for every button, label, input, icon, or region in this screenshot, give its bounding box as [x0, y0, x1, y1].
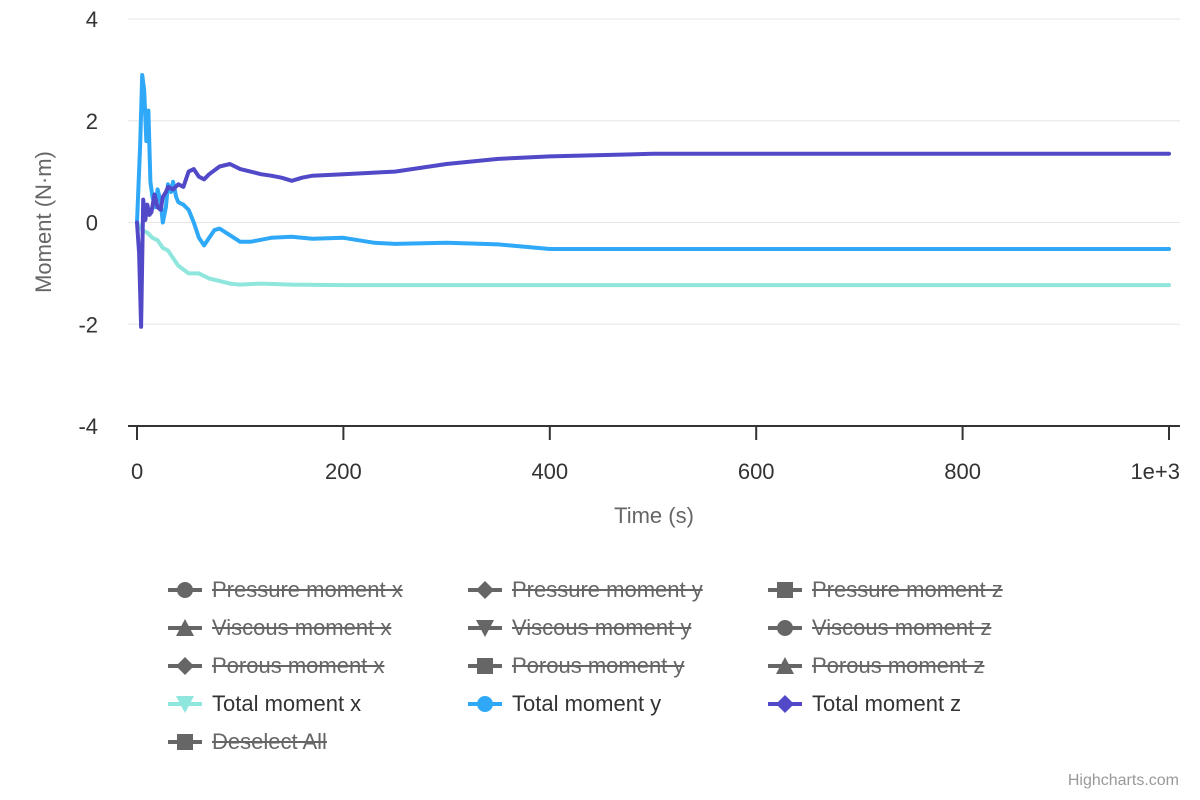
square-marker-icon: [768, 582, 802, 598]
legend-item[interactable]: Pressure moment y: [468, 572, 703, 608]
credits-link[interactable]: Highcharts.com: [1067, 772, 1179, 789]
legend-symbol-icon: [468, 656, 502, 676]
line-chart: 4 2 0 -2 -4 0 200 400 600 800 1e+3 Time (s) Momen…: [31, 7, 1180, 528]
legend-label: Porous moment x: [212, 653, 385, 678]
legend-label: Viscous moment x: [212, 615, 392, 640]
legend-label: Viscous moment z: [812, 615, 992, 640]
y-tick-label: 4: [86, 7, 98, 32]
diamond-marker-icon: [468, 581, 502, 599]
legend-symbol-icon: [468, 694, 502, 714]
legend-symbol-icon: [768, 580, 802, 600]
legend-item[interactable]: Viscous moment x: [168, 610, 391, 646]
triangle-down-marker-icon: [468, 620, 502, 637]
series-line[interactable]: [135, 151, 1171, 329]
legend-item[interactable]: Porous moment y: [468, 648, 684, 684]
legend-item[interactable]: Porous moment z: [768, 648, 984, 684]
diamond-marker-icon: [168, 657, 202, 675]
legend-symbol-icon: [468, 580, 502, 600]
circle-marker-icon: [468, 696, 502, 712]
circle-marker-icon: [768, 620, 802, 636]
legend-symbol-icon: [768, 694, 802, 714]
x-axis-title: Time (s): [614, 503, 694, 528]
y-tick-label: -4: [78, 414, 98, 439]
x-tick-label: 1e+3: [1130, 459, 1180, 484]
legend-symbol-icon: [768, 618, 802, 638]
triangle-down-marker-icon: [168, 696, 202, 713]
legend-label: Deselect All: [212, 729, 327, 754]
legend-symbol-icon: [168, 580, 202, 600]
series-line[interactable]: [135, 220, 1171, 288]
x-tick-label: 200: [325, 459, 362, 484]
legend-item[interactable]: Deselect All: [168, 724, 327, 760]
gridlines: [128, 18, 1180, 325]
x-tick-label: 0: [131, 459, 143, 484]
legend-symbol-icon: [168, 618, 202, 638]
legend-item[interactable]: Total moment y: [468, 686, 661, 722]
x-tick-label: 600: [738, 459, 775, 484]
legend-item[interactable]: Total moment x: [168, 686, 361, 722]
legend-symbol-icon: [768, 656, 802, 676]
x-tick-label: 400: [531, 459, 568, 484]
legend-label: Total moment z: [812, 691, 962, 716]
y-tick-label: 0: [86, 211, 98, 236]
legend-item[interactable]: Total moment z: [768, 686, 961, 722]
legend-label: Porous moment y: [512, 653, 685, 678]
legend-symbol-icon: [168, 656, 202, 676]
legend-item[interactable]: Pressure moment x: [168, 572, 403, 608]
legend-item[interactable]: Porous moment x: [168, 648, 384, 684]
legend-item[interactable]: Pressure moment z: [768, 572, 1003, 608]
legend-symbol-icon: [168, 732, 202, 752]
legend-label: Total moment x: [212, 691, 362, 716]
y-tick-label: 2: [86, 109, 98, 134]
circle-marker-icon: [168, 582, 202, 598]
y-axis-title: Moment (N·m): [31, 151, 56, 293]
y-tick-label: -2: [78, 312, 98, 337]
legend-item[interactable]: Viscous moment z: [768, 610, 991, 646]
triangle-marker-icon: [168, 619, 202, 636]
legend-label: Porous moment z: [812, 653, 985, 678]
x-tick-label: 800: [944, 459, 981, 484]
legend-label: Viscous moment y: [512, 615, 692, 640]
legend-label: Total moment y: [512, 691, 662, 716]
series-lines: [135, 73, 1171, 329]
x-axis: 0 200 400 600 800 1e+3: [128, 425, 1180, 484]
legend-label: Pressure moment y: [512, 577, 703, 602]
triangle-marker-icon: [768, 657, 802, 674]
legend-symbol-icon: [468, 618, 502, 638]
y-axis-ticks: 4 2 0 -2 -4: [78, 7, 98, 439]
legend-label: Pressure moment x: [212, 577, 403, 602]
diamond-marker-icon: [768, 695, 802, 713]
square-marker-icon: [468, 658, 502, 674]
legend-label: Pressure moment z: [812, 577, 1003, 602]
square-marker-icon: [168, 734, 202, 750]
legend-symbol-icon: [168, 694, 202, 714]
legend-item[interactable]: Viscous moment y: [468, 610, 691, 646]
